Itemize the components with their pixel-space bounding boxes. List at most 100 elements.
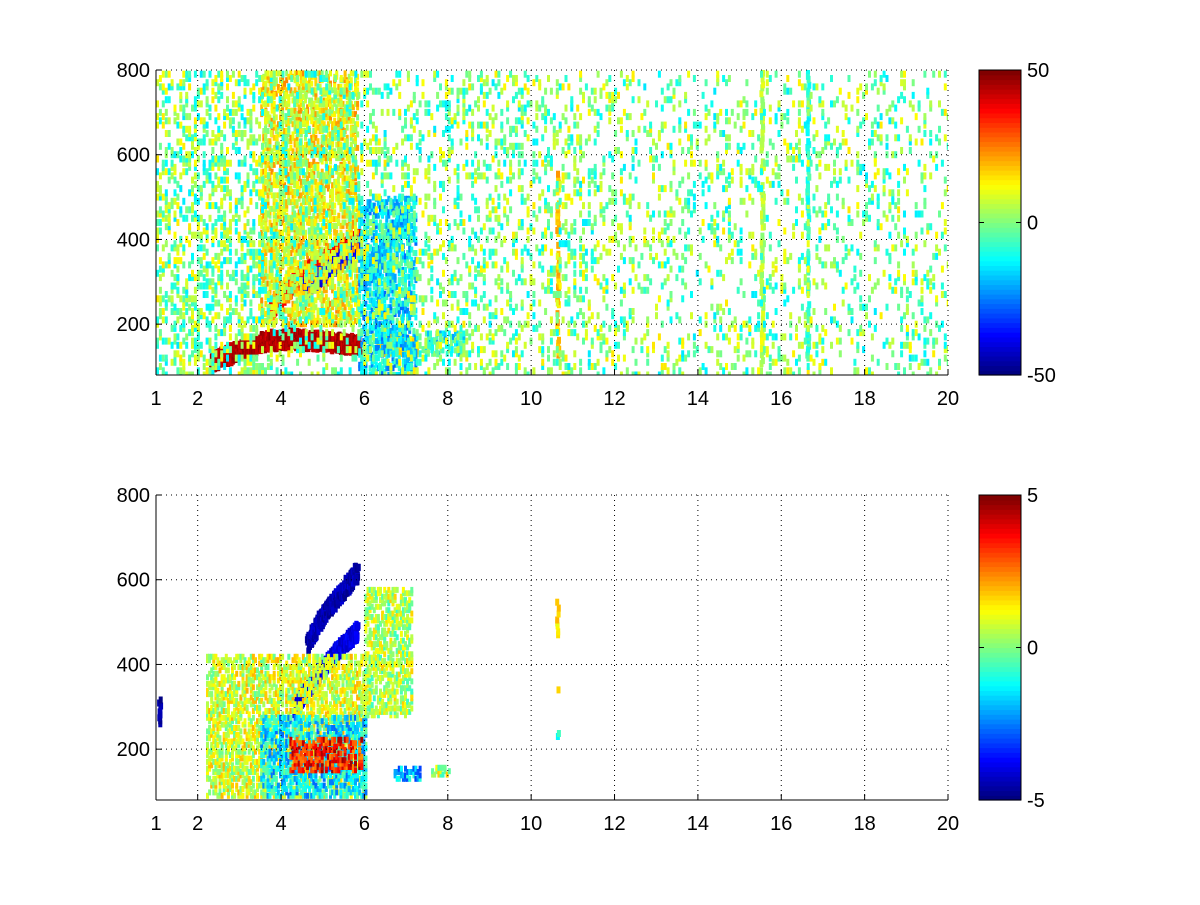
heatmap-cell (347, 229, 351, 236)
heatmap-cell (324, 138, 328, 145)
heatmap-cell (308, 239, 312, 246)
heatmap-cell (297, 70, 301, 77)
heatmap-cell (281, 114, 285, 121)
heatmap-cell (316, 321, 320, 328)
heatmap-cell (322, 107, 326, 114)
heatmap-cell (312, 128, 316, 134)
heatmap-cell (301, 283, 305, 290)
heatmap-cell (347, 233, 351, 240)
heatmap-cell (264, 222, 268, 229)
heatmap-cell (291, 195, 295, 202)
heatmap-cell (260, 202, 264, 209)
heatmap-cell (341, 266, 345, 273)
heatmap-cell (287, 311, 291, 317)
heatmap-cell (320, 121, 324, 128)
heatmap-cell (306, 253, 310, 260)
heatmap-cell (291, 263, 295, 270)
heatmap-cell (362, 300, 366, 307)
heatmap-cell (270, 117, 274, 124)
heatmap-cell (264, 209, 268, 216)
heatmap-cell (312, 202, 316, 209)
heatmap-cell (281, 80, 285, 87)
heatmap-cell (266, 155, 270, 162)
heatmap-cell (349, 172, 353, 179)
heatmap-cell (312, 172, 316, 179)
heatmap-cell (279, 280, 282, 287)
heatmap-cell (304, 283, 307, 290)
heatmap-cell (254, 335, 259, 343)
heatmap-cell (289, 144, 293, 151)
heatmap-cell (312, 270, 316, 277)
heatmap-cell (343, 321, 347, 328)
heatmap-cell (289, 280, 293, 287)
heatmap-cell (268, 209, 272, 216)
heatmap-cell (304, 141, 307, 148)
heatmap-cell (270, 168, 274, 175)
heatmap-cell (343, 73, 347, 80)
heatmap-cell (314, 151, 318, 158)
heatmap-cell (329, 256, 332, 263)
heatmap-cell (343, 287, 347, 294)
heatmap-cell (264, 263, 268, 270)
heatmap-cell (351, 280, 355, 287)
heatmap-cell (285, 175, 289, 182)
heatmap-cell (347, 246, 351, 253)
heatmap-cell (339, 222, 343, 229)
heatmap-cell (289, 158, 293, 165)
heatmap-cell (316, 212, 320, 219)
heatmap-cell (279, 178, 282, 185)
heatmap-cell (308, 161, 312, 168)
heatmap-cell (272, 277, 276, 284)
heatmap-cell (306, 195, 310, 202)
heatmap-cell (312, 134, 316, 141)
heatmap-cell (343, 104, 347, 111)
heatmap-cell (341, 172, 345, 179)
heatmap-cell (279, 229, 282, 236)
heatmap-cell (337, 100, 341, 107)
heatmap-cell (349, 77, 353, 84)
heatmap-cell (264, 260, 268, 267)
heatmap-cell (349, 165, 353, 172)
heatmap-cell (285, 229, 289, 236)
heatmap-cell (314, 236, 318, 243)
heatmap-cell (331, 124, 335, 131)
heatmap-cell (266, 243, 270, 250)
heatmap-cell (270, 107, 274, 114)
heatmap-cell (345, 100, 349, 107)
heatmap-cell (354, 222, 357, 229)
heatmap-cell (349, 229, 353, 236)
heatmap-cell (270, 246, 274, 253)
heatmap-cell (314, 304, 318, 311)
heatmap-cell (289, 189, 293, 195)
heatmap-cell (337, 300, 341, 307)
heatmap-cell (314, 94, 318, 101)
heatmap-cell (358, 321, 362, 328)
heatmap-cell (295, 185, 299, 192)
heatmap-cell (329, 104, 332, 111)
heatmap-cell (272, 144, 276, 151)
heatmap-cell (335, 121, 339, 128)
heatmap-cell (312, 304, 316, 311)
heatmap-cell (341, 209, 345, 216)
heatmap-cell (337, 311, 341, 317)
heatmap-cell (306, 117, 310, 124)
heatmap-cell (304, 172, 307, 179)
heatmap-cell (333, 209, 337, 216)
heatmap-cell (301, 128, 305, 134)
heatmap-cell (345, 155, 349, 162)
heatmap-cell (337, 111, 341, 118)
heatmap-cell (281, 117, 285, 124)
heatmap-cell (351, 260, 355, 267)
heatmap-cell (360, 229, 364, 236)
heatmap-cell (347, 314, 351, 321)
heatmap-cell (339, 83, 343, 90)
heatmap-cell (291, 97, 295, 104)
heatmap-cell (333, 270, 337, 277)
heatmap-cell (264, 87, 268, 94)
heatmap-cell (329, 216, 332, 223)
heatmap-cell (299, 307, 303, 314)
heatmap-cell (337, 83, 341, 90)
heatmap-cell (260, 161, 264, 168)
heatmap-cell (356, 144, 360, 151)
